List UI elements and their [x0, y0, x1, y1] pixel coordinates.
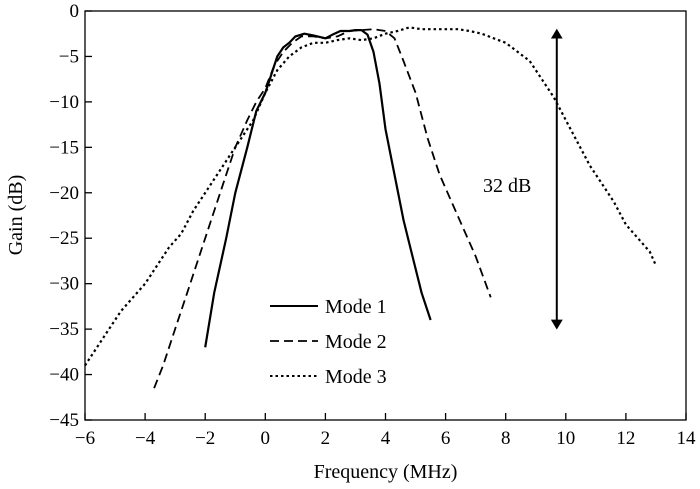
- x-tick-label: −2: [195, 428, 215, 449]
- y-tick-label: 0: [70, 1, 80, 22]
- x-tick-label: 6: [441, 428, 451, 449]
- y-tick-label: −5: [59, 46, 79, 67]
- x-tick-label: 12: [616, 428, 635, 449]
- y-tick-label: −35: [49, 319, 79, 340]
- series-line-mode-1: [204, 29, 432, 348]
- x-tick-label: 10: [556, 428, 575, 449]
- y-tick-label: −10: [49, 92, 79, 113]
- y-tick-label: −20: [49, 183, 79, 204]
- x-tick-label: 2: [321, 428, 331, 449]
- x-tick-label: 4: [381, 428, 391, 449]
- x-axis-ticks: −6 −4 −2 0 2 4 6 8 10 12 14: [75, 413, 696, 449]
- x-tick-label: 8: [501, 428, 511, 449]
- legend-label-mode-2: Mode 2: [325, 331, 387, 353]
- x-tick-label: −4: [135, 428, 156, 449]
- y-tick-label: −45: [49, 410, 79, 431]
- legend: Mode 1 Mode 2 Mode 3: [270, 296, 387, 388]
- series-line-mode-2: [153, 28, 492, 389]
- x-tick-label: −6: [75, 428, 95, 449]
- x-tick-label: 14: [677, 428, 697, 449]
- y-tick-label: −30: [49, 274, 79, 295]
- legend-label-mode-3: Mode 3: [325, 366, 387, 388]
- x-tick-label: 0: [261, 428, 271, 449]
- y-axis-title: Gain (dB): [5, 175, 27, 256]
- y-tick-label: −25: [49, 228, 79, 249]
- y-tick-label: −15: [49, 137, 79, 158]
- range-label: 32 dB: [483, 175, 531, 197]
- y-axis-ticks: 0 −5 −10 −15 −20 −25 −30 −35 −40 −45: [49, 1, 92, 431]
- y-tick-label: −40: [49, 365, 79, 386]
- series-lines: [84, 26, 657, 389]
- x-axis-title: Frequency (MHz): [314, 461, 458, 483]
- plot-area-frame: [84, 10, 687, 421]
- legend-label-mode-1: Mode 1: [325, 296, 387, 318]
- annotation-32db: 32 dB: [483, 28, 563, 330]
